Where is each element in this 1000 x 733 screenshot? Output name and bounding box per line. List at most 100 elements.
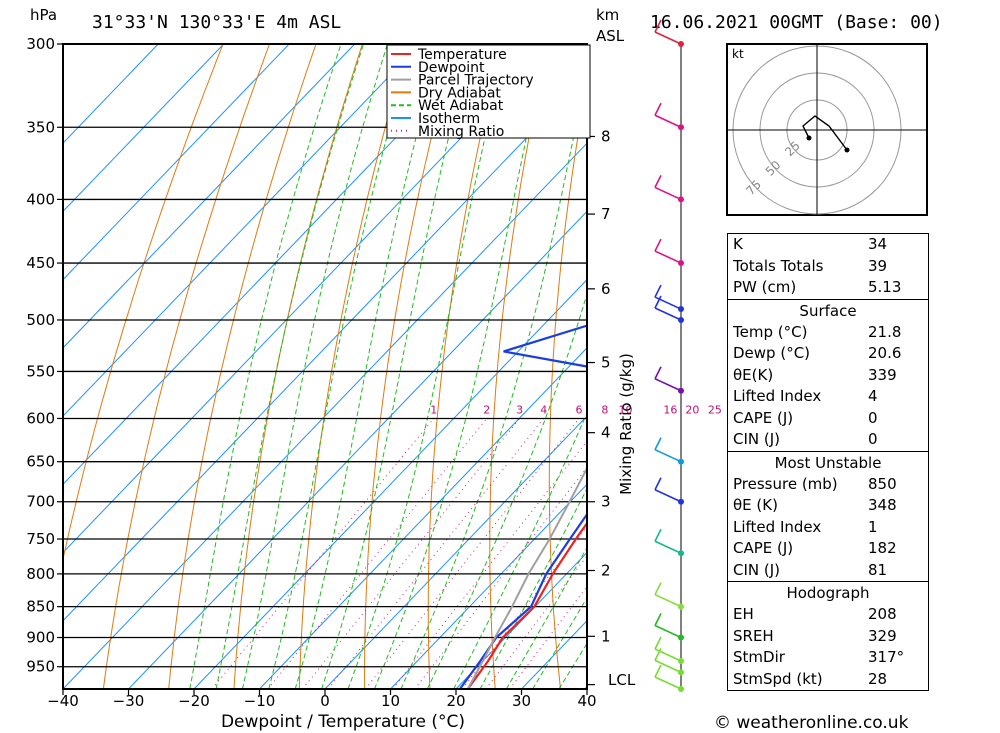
km-tick-label: 8 bbox=[601, 127, 611, 145]
pressure-tick-label: 450 bbox=[26, 254, 55, 272]
isotherm-line bbox=[63, 44, 159, 144]
temperature-tick-label: −40 bbox=[47, 692, 79, 710]
wind-barb-staff bbox=[654, 31, 682, 45]
stmspd-row: StmSpd (kt) 28 bbox=[733, 669, 888, 688]
dry-adiabat-line bbox=[63, 44, 224, 562]
mixing-ratio-line bbox=[365, 418, 580, 689]
date-title: 16.06.2021 00GMT (Base: 00) bbox=[650, 12, 943, 33]
temperature-tick-label: 30 bbox=[512, 692, 531, 710]
wind-barb-flag bbox=[654, 477, 662, 491]
wind-barb bbox=[654, 613, 684, 641]
wind-barb bbox=[654, 477, 684, 505]
wind-barb-staff bbox=[654, 624, 682, 639]
wet-adiabat-line bbox=[479, 487, 587, 689]
wind-barb bbox=[654, 528, 684, 557]
pressure-tick-label: 800 bbox=[26, 565, 55, 583]
wind-barb-staff bbox=[654, 307, 682, 321]
isotherm-line bbox=[259, 347, 587, 689]
wind-barb bbox=[654, 664, 684, 692]
mu-cin-row: CIN (J) 81 bbox=[733, 560, 888, 579]
wind-level-dot bbox=[678, 316, 684, 323]
wind-level-dot bbox=[678, 41, 684, 47]
mixing-ratio-label: 16 bbox=[663, 403, 677, 416]
wet-adiabat-line bbox=[215, 44, 365, 689]
wind-level-dot bbox=[678, 669, 684, 676]
temperature-tick-label: 20 bbox=[446, 692, 465, 710]
dry-adiabat-line bbox=[168, 44, 317, 689]
wind-barb-staff bbox=[654, 659, 682, 674]
wind-barb bbox=[654, 295, 684, 323]
wind-barb-staff bbox=[654, 114, 682, 129]
wind-level-dot bbox=[678, 458, 684, 465]
isotherm-line bbox=[63, 44, 225, 213]
dry-adiabat-line bbox=[427, 44, 503, 689]
wet-adiabat-line bbox=[294, 44, 442, 689]
mixing-ratio-label: 20 bbox=[685, 403, 699, 416]
hodograph-point bbox=[844, 147, 850, 153]
wind-barb bbox=[654, 238, 684, 267]
stmdir-row: StmDir 317° bbox=[733, 648, 905, 666]
pressure-tick-label: 600 bbox=[26, 409, 55, 427]
pressure-tick-label: 550 bbox=[26, 362, 55, 380]
location-title: 31°33'N 130°33'E 4m ASL bbox=[92, 12, 341, 33]
isotherm-line bbox=[63, 44, 356, 349]
isotherm-line bbox=[390, 483, 587, 689]
copyright: © weatheronline.co.uk bbox=[714, 713, 909, 733]
wind-barb-flag bbox=[654, 664, 662, 678]
dry-adiabat-line bbox=[663, 44, 691, 689]
isotherm-line bbox=[193, 278, 587, 689]
pressure-tick-label: 950 bbox=[26, 658, 55, 676]
wind-level-dot bbox=[678, 603, 684, 610]
temperature-line bbox=[466, 521, 587, 689]
wind-level-dot bbox=[678, 387, 684, 394]
wet-adiabat-line bbox=[426, 291, 587, 689]
km-axis-title: km bbox=[596, 6, 619, 24]
wet-adiabat-line bbox=[189, 44, 342, 689]
km-tick-label: 1 bbox=[601, 627, 611, 645]
km-tick-label: 5 bbox=[601, 354, 611, 372]
isotherm-line bbox=[63, 44, 290, 281]
wind-barb-flag bbox=[654, 175, 662, 188]
pressure-tick-label: 650 bbox=[26, 453, 55, 471]
wet-adiabat-line bbox=[400, 70, 587, 689]
wind-barb-staff bbox=[654, 489, 682, 503]
isotherm-line bbox=[63, 44, 421, 417]
wet-adiabat-line bbox=[241, 44, 388, 689]
wind-barb-flag bbox=[654, 613, 662, 626]
most-unstable-section: Most Unstable Pressure (mb) 850 θE (K) 348… bbox=[728, 450, 928, 582]
parcel-trajectory-line bbox=[466, 466, 587, 689]
wind-barb bbox=[654, 648, 684, 676]
axes: 3003504004505005506006507007508008509009… bbox=[26, 35, 722, 710]
km-tick-label: 7 bbox=[601, 205, 611, 223]
mixing-ratio-axis-title: Mixing Ratio (g/kg) bbox=[617, 353, 635, 495]
km-tick-label: 3 bbox=[601, 493, 611, 511]
hodograph-unit: kt bbox=[732, 47, 744, 61]
dewpoint-line bbox=[459, 324, 587, 689]
mixing-ratio-label: 3 bbox=[516, 403, 523, 416]
temperature-tick-label: 0 bbox=[320, 692, 330, 710]
pw-row: PW (cm) 5.13 bbox=[733, 278, 902, 296]
wind-barb-staff bbox=[654, 250, 682, 264]
dry-adiabat-line bbox=[489, 44, 549, 689]
dry-adiabat-line bbox=[364, 44, 456, 689]
mixing-ratio-label: 8 bbox=[601, 403, 608, 416]
wind-barb-flag bbox=[654, 366, 662, 380]
asl-axis-title: ASL bbox=[596, 27, 625, 45]
wet-adiabat-line bbox=[505, 546, 587, 689]
mu-theta-row: θE (K) 348 bbox=[733, 496, 897, 514]
mixing-ratio-line bbox=[414, 466, 587, 689]
wind-barb-staff bbox=[654, 448, 682, 463]
surface-section: Surface Temp (°C) 21.8 Dewp (°C) 20.6 θE(K… bbox=[728, 298, 928, 451]
hodograph-section: Hodograph EH 208 SREH 329 StmDir 317° StmSp… bbox=[728, 581, 928, 690]
pressure-tick-label: 700 bbox=[26, 493, 55, 511]
wind-barb-flag bbox=[654, 437, 662, 451]
hodograph-point bbox=[806, 135, 812, 141]
pressure-tick-label: 350 bbox=[26, 118, 55, 136]
mu-li-row: Lifted Index 1 bbox=[733, 517, 878, 536]
mixing-ratio-line bbox=[485, 555, 587, 689]
wind-barb-staff bbox=[654, 593, 682, 608]
